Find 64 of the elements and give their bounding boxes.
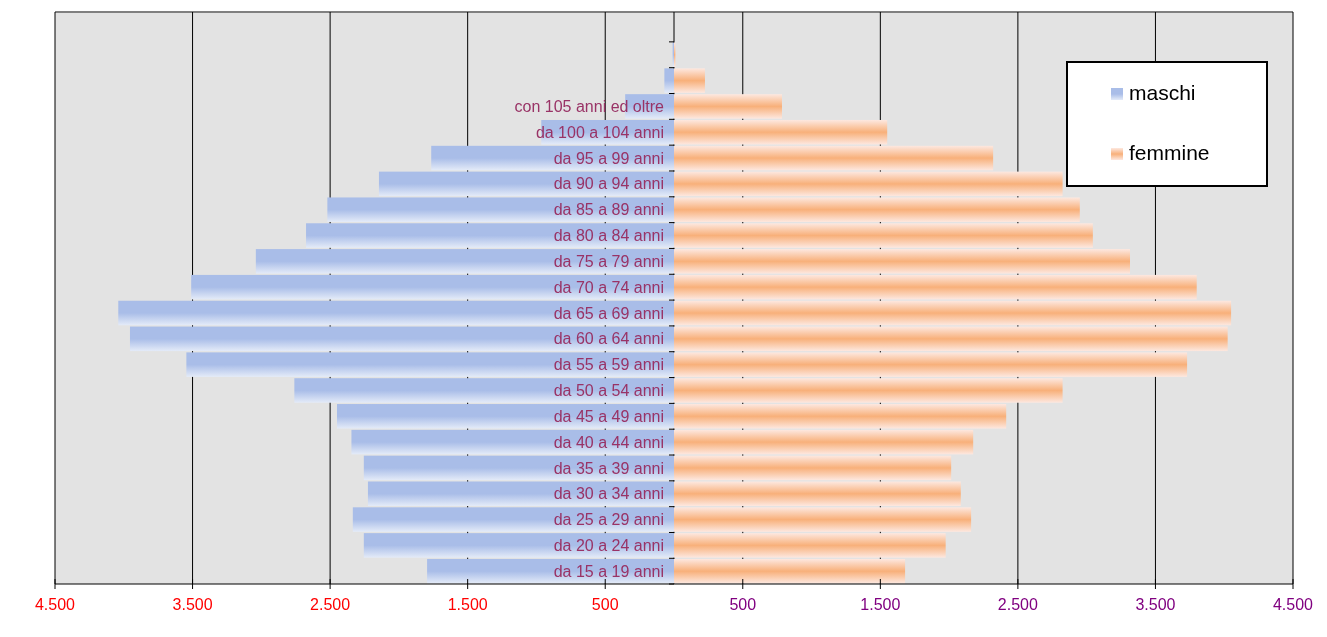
x-tick-label: 4.500	[1272, 596, 1314, 613]
bar	[674, 197, 1080, 222]
y-tick-label: da 95 a 99 anni	[553, 149, 664, 167]
bar	[186, 352, 674, 377]
y-tick-label: da 35 a 39 anni	[553, 459, 664, 477]
y-tick-label: da 15 a 19 anni	[553, 562, 664, 580]
bar	[351, 429, 674, 455]
bar	[352, 507, 674, 532]
bar	[255, 249, 674, 274]
y-tick-label: da 75 a 79 anni	[553, 252, 664, 270]
legend-label: maschi	[1129, 81, 1196, 104]
bar	[327, 197, 674, 222]
bar	[363, 533, 674, 558]
bar	[367, 481, 674, 507]
y-tick-label: da 90 a 94 anni	[553, 175, 664, 193]
bar	[118, 300, 674, 326]
bar	[674, 145, 994, 171]
bar	[674, 481, 961, 507]
bar	[674, 326, 1228, 352]
x-tick-label: 4.500	[34, 596, 76, 613]
y-tick-label: da 25 a 29 anni	[553, 511, 664, 529]
bar	[674, 507, 972, 532]
x-tick-label: 1.500	[447, 596, 488, 613]
bar	[191, 274, 674, 300]
y-tick-label: da 60 a 64 anni	[553, 330, 664, 348]
x-tick-label: 500	[729, 596, 757, 613]
bar	[674, 119, 888, 145]
y-tick-label: da 80 a 84 anni	[553, 227, 664, 245]
bar	[674, 94, 782, 119]
x-tick-label: 2.500	[310, 596, 351, 613]
x-tick-label: 3.500	[1135, 596, 1176, 613]
y-tick-label: da 55 a 59 anni	[553, 356, 664, 374]
x-tick-label: 3.500	[172, 596, 213, 613]
legend-label: femmine	[1129, 141, 1210, 164]
y-tick-label: da 45 a 49 anni	[553, 407, 664, 425]
bar	[336, 404, 674, 429]
y-tick-label: da 20 a 24 anni	[553, 537, 664, 554]
x-tick-label: 1.500	[860, 596, 901, 613]
bar	[674, 533, 946, 558]
x-tick-label: 2.500	[997, 596, 1039, 613]
y-tick-label: da 70 a 74 anni	[553, 278, 664, 296]
bar	[674, 378, 1063, 403]
y-tick-label: da 65 a 69 anni	[553, 304, 664, 322]
bar	[294, 378, 674, 403]
bar	[674, 249, 1130, 274]
y-tick-label: da 100 a 104 anni	[535, 123, 664, 141]
bar	[674, 223, 1093, 248]
x-tick-label: 500	[591, 596, 619, 613]
bar	[306, 223, 674, 248]
bar	[664, 68, 674, 93]
bar	[674, 429, 974, 455]
bar	[674, 352, 1188, 377]
bar	[674, 300, 1232, 326]
y-tick-label: da 40 a 44 anni	[553, 433, 664, 451]
y-tick-label: da 50 a 54 anni	[553, 382, 664, 400]
bar	[674, 558, 906, 584]
bar	[674, 404, 1007, 429]
bar	[674, 171, 1063, 197]
y-tick-label: da 30 a 34 anni	[553, 485, 664, 503]
bar	[129, 326, 674, 352]
bar	[674, 274, 1197, 300]
y-tick-label: da 85 a 89 anni	[553, 201, 664, 219]
bar	[674, 68, 705, 93]
bar	[674, 455, 952, 481]
